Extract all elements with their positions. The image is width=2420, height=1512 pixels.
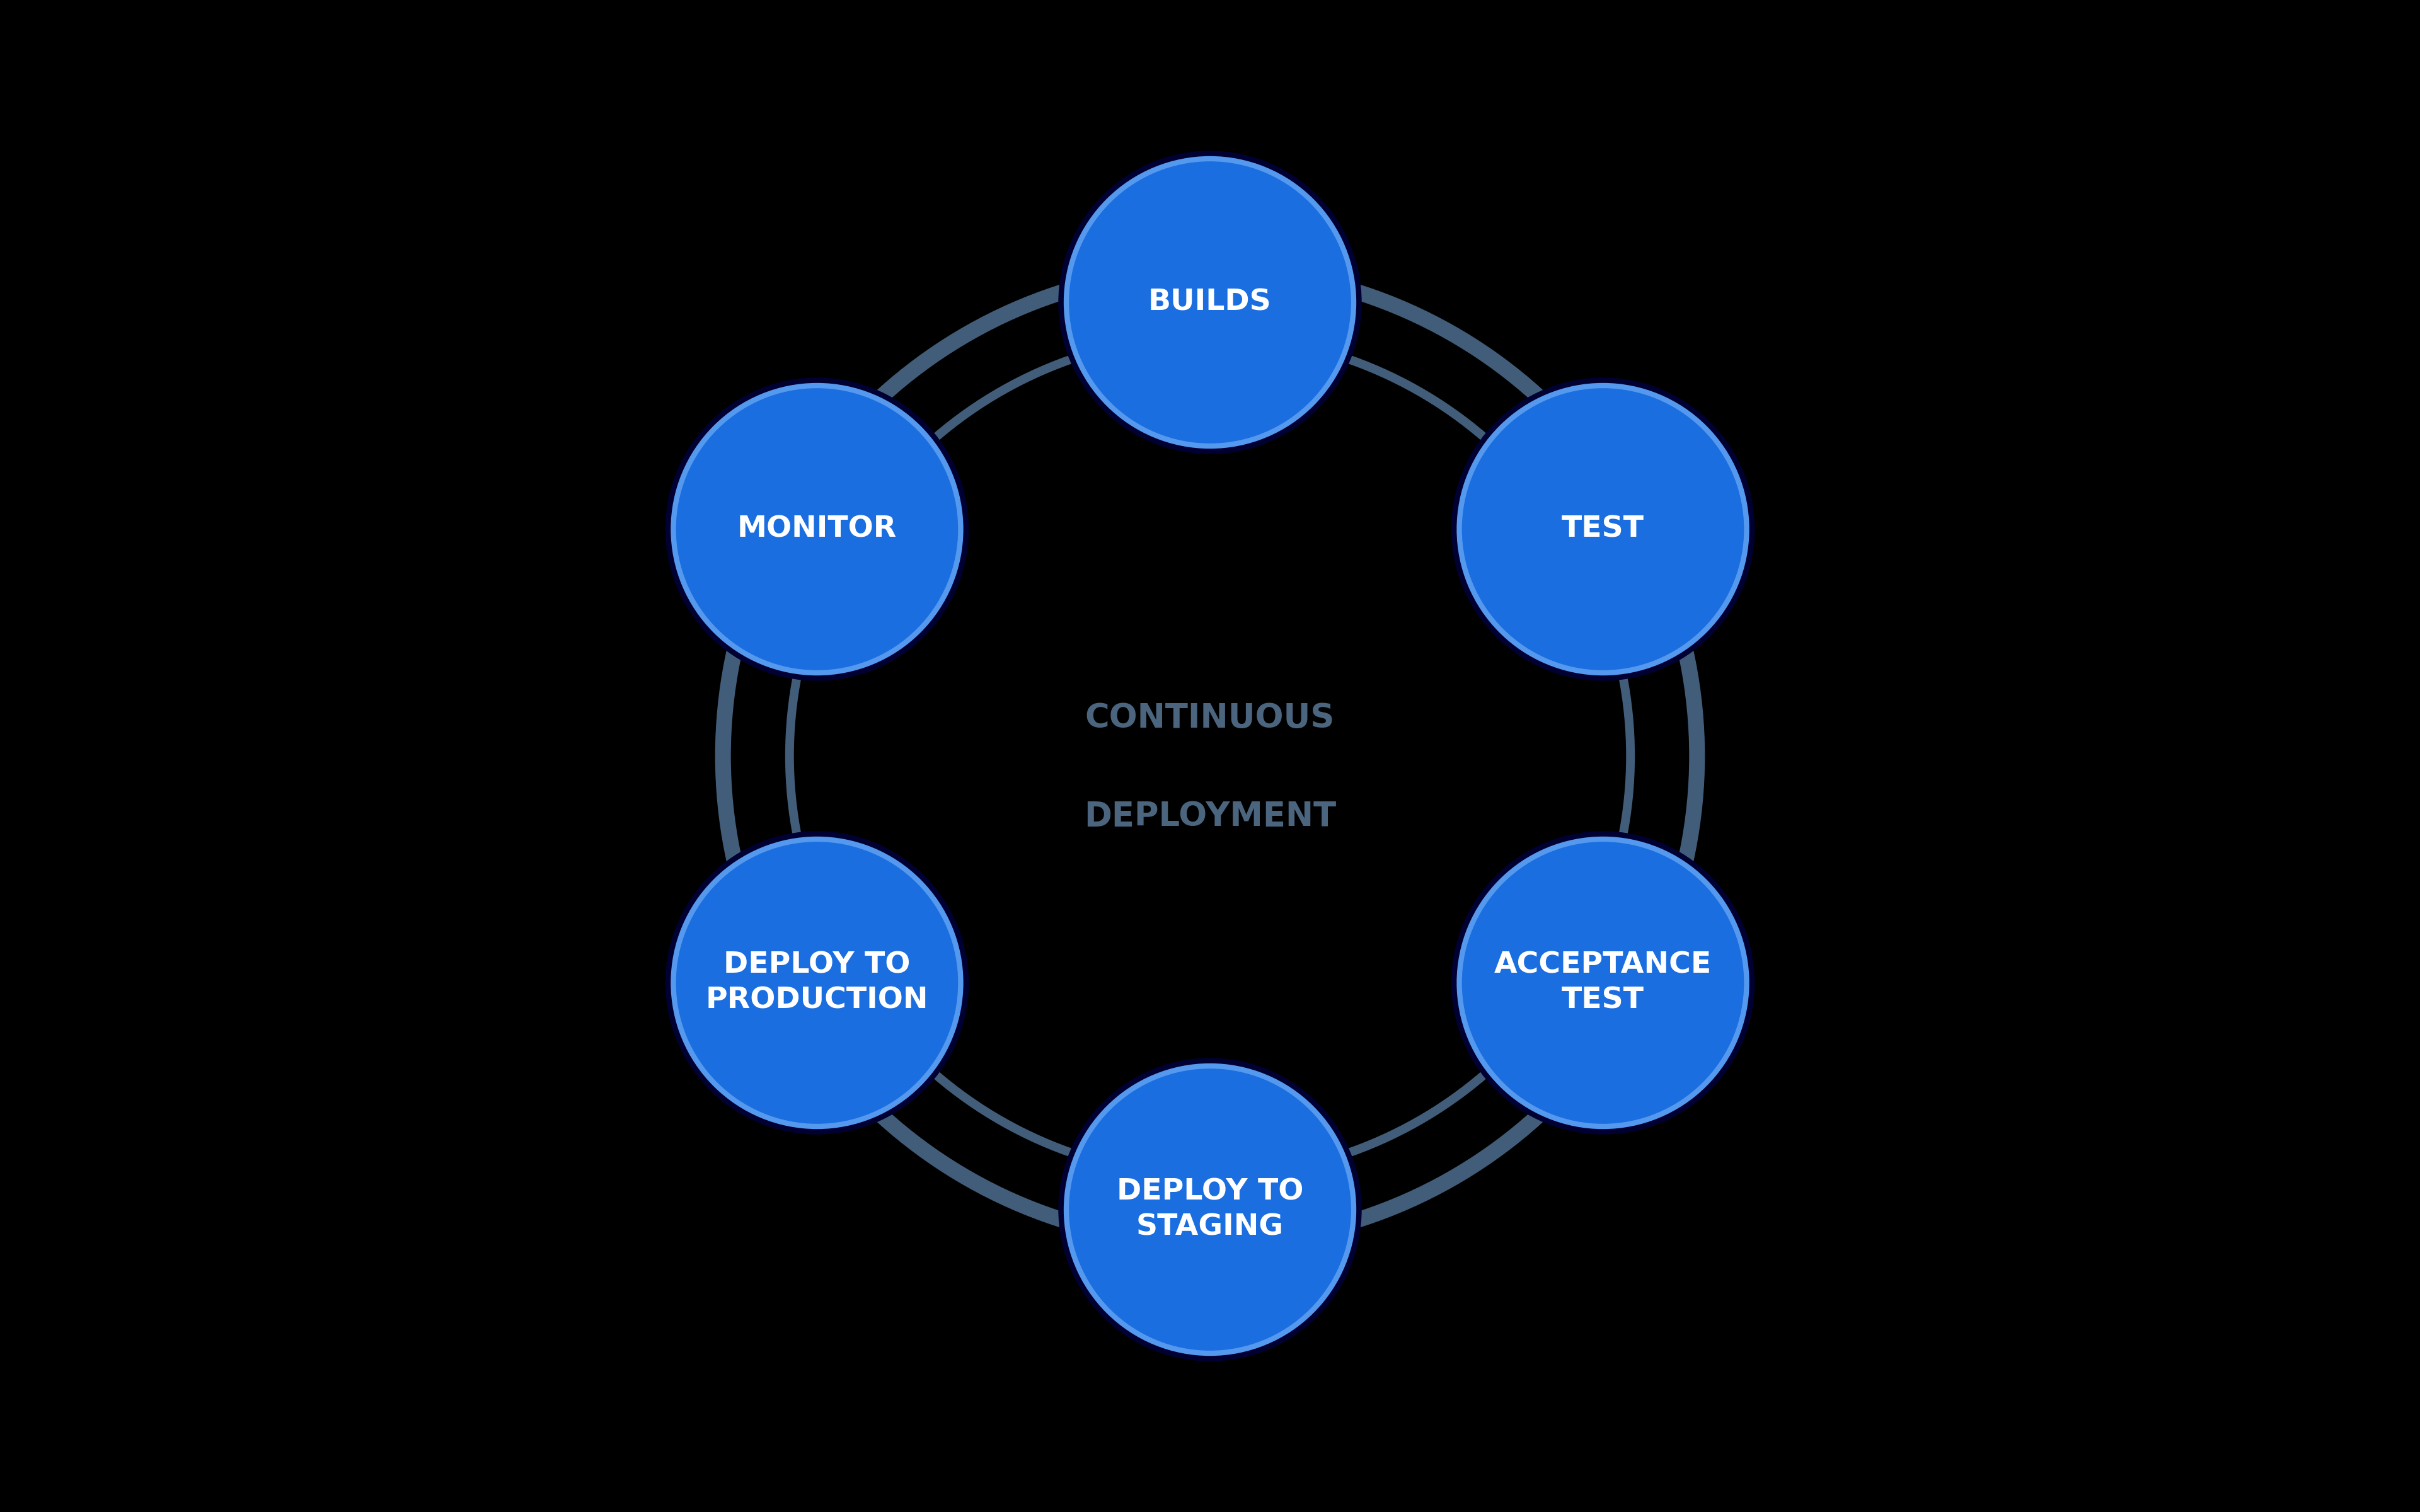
Circle shape — [673, 386, 961, 673]
Circle shape — [1459, 386, 1747, 673]
Text: DEPLOYMENT: DEPLOYMENT — [1084, 800, 1336, 833]
Text: MONITOR: MONITOR — [738, 516, 898, 543]
Circle shape — [1459, 839, 1747, 1126]
Circle shape — [1067, 1066, 1353, 1353]
Text: DEPLOY TO
PRODUCTION: DEPLOY TO PRODUCTION — [707, 951, 929, 1015]
Text: BUILDS: BUILDS — [1150, 289, 1271, 316]
Circle shape — [1067, 159, 1353, 446]
Circle shape — [666, 832, 968, 1134]
Circle shape — [1452, 832, 1754, 1134]
Circle shape — [1452, 378, 1754, 680]
Circle shape — [673, 839, 961, 1126]
Text: CONTINUOUS: CONTINUOUS — [1084, 702, 1336, 735]
Circle shape — [1060, 151, 1360, 454]
Circle shape — [666, 378, 968, 680]
Text: DEPLOY TO
STAGING: DEPLOY TO STAGING — [1116, 1178, 1304, 1241]
Circle shape — [1060, 1058, 1360, 1361]
Text: TEST: TEST — [1561, 516, 1643, 543]
Text: ACCEPTANCE
TEST: ACCEPTANCE TEST — [1493, 951, 1711, 1015]
